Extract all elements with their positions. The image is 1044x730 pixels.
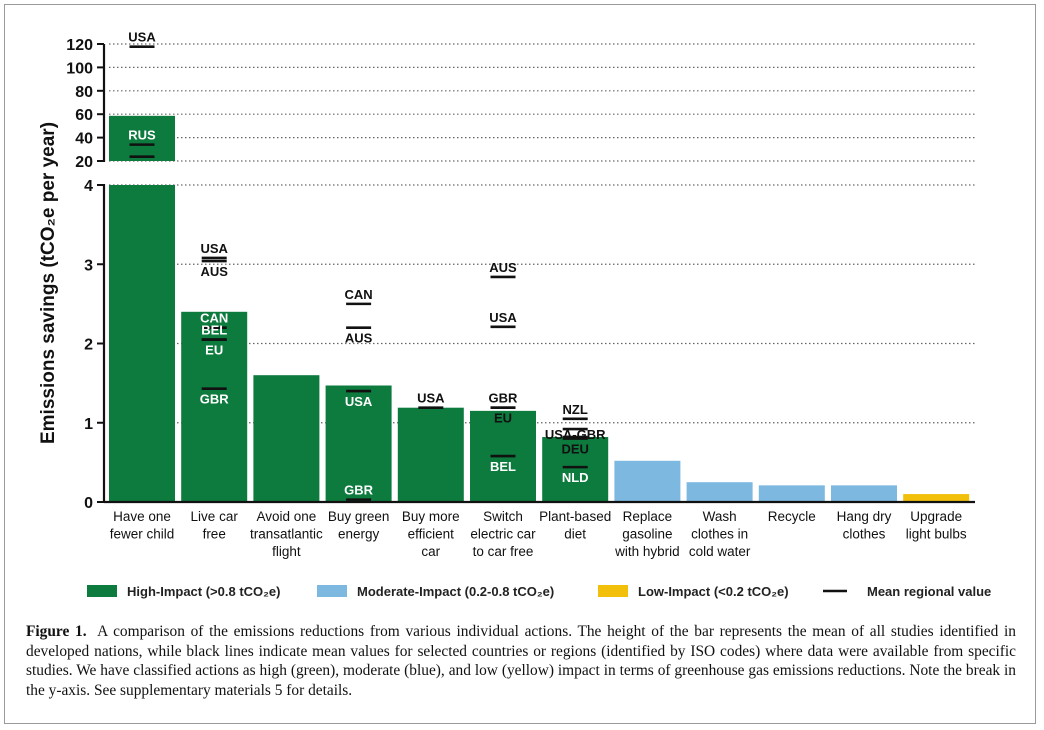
- legend-label: Mean regional value: [867, 584, 991, 599]
- legend-swatch: [317, 585, 347, 597]
- y-tick-label: 0: [84, 495, 93, 512]
- regional-code-label: CAN: [200, 311, 228, 326]
- y-tick-label: 4: [84, 178, 93, 195]
- regional-code-label: AUS: [200, 264, 228, 279]
- category-label: Switch electric car to car free: [470, 509, 536, 559]
- regional-code-label: AUS: [489, 260, 517, 275]
- regional-code-label: USA: [200, 241, 228, 256]
- category-label: Buy more efficient car: [402, 509, 460, 559]
- y-tick-label: 40: [75, 131, 93, 148]
- bar: [181, 311, 248, 502]
- regional-code-label: USA: [128, 30, 156, 45]
- regional-code-label: USA: [417, 391, 445, 406]
- regional-code-label: GBR: [200, 392, 230, 407]
- legend-swatch: [598, 585, 628, 597]
- bars: [109, 115, 970, 502]
- bar: [686, 482, 753, 502]
- category-label: Replace gasoline with hybrid: [614, 509, 680, 559]
- y-tick-label: 60: [75, 107, 93, 124]
- regional-code-label: USA: [345, 394, 373, 409]
- regional-code-label: USA-GBR: [545, 427, 606, 442]
- figure-frame: [4, 4, 1036, 724]
- regional-code-label: EU: [494, 411, 512, 426]
- legend-label: Low-Impact (<0.2 tCO₂e): [638, 584, 789, 599]
- regional-code-label: GBR: [344, 483, 374, 498]
- bar: [831, 485, 897, 502]
- category-label: Live car free: [191, 509, 239, 542]
- bar: [325, 385, 392, 502]
- y-tick-label: 120: [66, 37, 93, 54]
- regional-code-label: NZL: [563, 402, 588, 417]
- regional-code-label: GBR: [489, 391, 519, 406]
- category-label: Plant-based diet: [539, 509, 611, 542]
- category-label: Buy green energy: [328, 509, 390, 542]
- regional-code-label: RUS: [128, 128, 156, 143]
- regional-code-label: CAN: [345, 287, 373, 302]
- figure-label: Figure 1.: [26, 623, 87, 640]
- gridlines: [109, 43, 975, 424]
- legend-label: Moderate-Impact (0.2-0.8 tCO₂e): [357, 584, 554, 599]
- y-tick-label: 1: [84, 416, 93, 433]
- category-labels: Have one fewer child Live car free Avoid one…: [110, 509, 967, 559]
- y-axis: 0 1 2 3 4 20 40 60 80 100 120: [66, 37, 975, 512]
- bar-upper-segment: [109, 115, 175, 161]
- regional-code-label: NLD: [562, 470, 589, 485]
- y-tick-label: 3: [84, 257, 93, 274]
- category-label: Have one fewer child: [110, 509, 175, 542]
- bar: [253, 375, 320, 502]
- y-tick-label: 20: [75, 154, 93, 171]
- bar: [614, 460, 681, 502]
- legend-label: High-Impact (>0.8 tCO₂e): [127, 584, 281, 599]
- figure-caption: Figure 1. A comparison of the emissions …: [26, 622, 1016, 700]
- y-axis-title: Emissions savings (tCO₂e per year): [38, 122, 59, 444]
- y-tick-label: 100: [66, 60, 93, 77]
- legend-swatch: [87, 585, 117, 597]
- regional-mean-markers: USARUSJPNUSAAUSCANBELEUGBRCANAUSUSAGBRUS…: [128, 30, 606, 501]
- bar: [542, 437, 609, 502]
- bar: [109, 185, 175, 502]
- regional-code-label: DEU: [561, 442, 588, 457]
- caption-text: A comparison of the emissions reductions…: [26, 623, 1016, 699]
- y-tick-label: 80: [75, 84, 93, 101]
- regional-code-label: USA: [489, 310, 517, 325]
- regional-code-label: JPN: [129, 160, 154, 175]
- regional-code-label: AUS: [345, 331, 373, 346]
- category-label: Upgrade light bulbs: [906, 509, 967, 542]
- bar: [903, 494, 970, 502]
- regional-code-label: BEL: [201, 323, 227, 338]
- legend: High-Impact (>0.8 tCO₂e) Moderate-Impact …: [87, 584, 991, 599]
- bar: [758, 485, 825, 502]
- y-tick-label: 2: [84, 337, 93, 354]
- category-label: Hang dry clothes: [837, 509, 892, 542]
- regional-code-label: EU: [205, 343, 223, 358]
- regional-code-label: BEL: [490, 459, 516, 474]
- category-label: Recycle: [768, 509, 816, 524]
- category-label: Avoid one transatlantic flight: [250, 509, 323, 559]
- category-label: Wash clothes in cold water: [689, 509, 751, 559]
- bar: [397, 407, 464, 502]
